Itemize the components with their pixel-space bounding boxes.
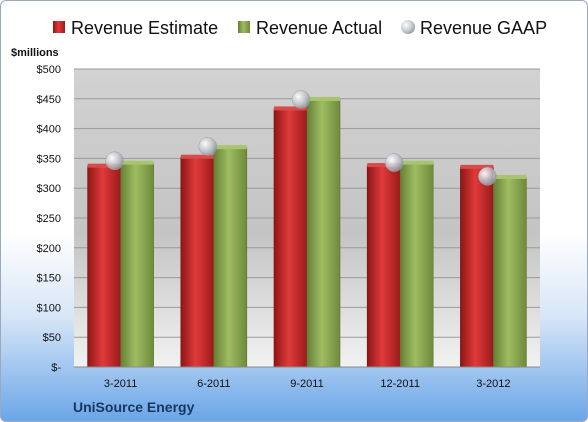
legend-swatch-gaap [401, 20, 415, 34]
bar-revenue-estimate-cap [274, 106, 307, 111]
point-revenue-gaap [478, 167, 497, 186]
x-axis-ticks: 3-2011 6-2011 9-2011 12-2011 3-2012 [104, 378, 511, 390]
bar-revenue-estimate-cap [367, 163, 401, 168]
x-tick-label: 6-2011 [197, 378, 230, 390]
bar-revenue-actual [213, 147, 248, 368]
legend: Revenue Estimate Revenue Actual Revenue … [53, 18, 547, 38]
legend-swatch-estimate [53, 21, 65, 33]
y-tick-label: $200 [37, 243, 61, 255]
bar-revenue-actual [120, 162, 154, 368]
point-revenue-gaap [198, 137, 218, 156]
bar-revenue-actual-cap [493, 174, 527, 179]
bar-revenue-actual [399, 162, 434, 368]
legend-label-actual: Revenue Actual [256, 18, 382, 38]
bar-revenue-estimate-cap [460, 164, 494, 169]
bar-revenue-estimate-cap [87, 163, 121, 168]
y-tick-label: $300 [37, 183, 61, 195]
y-tick-label: $400 [37, 124, 61, 136]
company-name: UniSource Energy [73, 399, 195, 415]
bar-revenue-estimate [460, 167, 494, 368]
legend-label-gaap: Revenue GAAP [420, 18, 547, 38]
y-tick-label: $250 [37, 213, 61, 225]
bar-revenue-actual [306, 99, 341, 368]
y-tick-label: $500 [37, 64, 61, 76]
bar-revenue-actual-cap [213, 145, 247, 150]
y-axis-unit-label: $millions [11, 47, 59, 59]
bar-revenue-estimate [366, 165, 401, 368]
x-tick-label: 3-2011 [104, 378, 137, 390]
y-tick-label: $100 [37, 302, 61, 314]
bar-revenue-actual-cap [307, 96, 340, 101]
y-axis-ticks: $- $50 $100 $150 $200 $250 $300 $350 $400 $450 $50… [37, 64, 62, 374]
bar-revenue-estimate [273, 108, 308, 368]
bar-revenue-actual [493, 177, 527, 368]
bar-revenue-actual-cap [400, 160, 434, 165]
gaap-points [105, 90, 497, 186]
bars [87, 96, 527, 368]
point-revenue-gaap [105, 151, 124, 171]
bar-revenue-actual-cap [120, 160, 154, 165]
bar-revenue-estimate-cap [180, 154, 214, 159]
bar-revenue-estimate [87, 165, 121, 368]
x-tick-label: 12-2011 [380, 378, 420, 390]
bar-revenue-estimate [180, 156, 215, 368]
y-tick-label: $450 [37, 94, 61, 106]
legend-swatch-actual [238, 21, 250, 33]
x-tick-label: 9-2011 [290, 378, 323, 390]
y-tick-label: $150 [37, 273, 61, 285]
y-tick-label: $50 [43, 332, 61, 344]
legend-label-estimate: Revenue Estimate [71, 18, 218, 38]
point-revenue-gaap [384, 153, 404, 172]
point-revenue-gaap [291, 90, 311, 109]
x-tick-label: 3-2012 [476, 378, 510, 390]
y-tick-label: $- [51, 362, 61, 374]
y-tick-label: $350 [37, 153, 61, 165]
